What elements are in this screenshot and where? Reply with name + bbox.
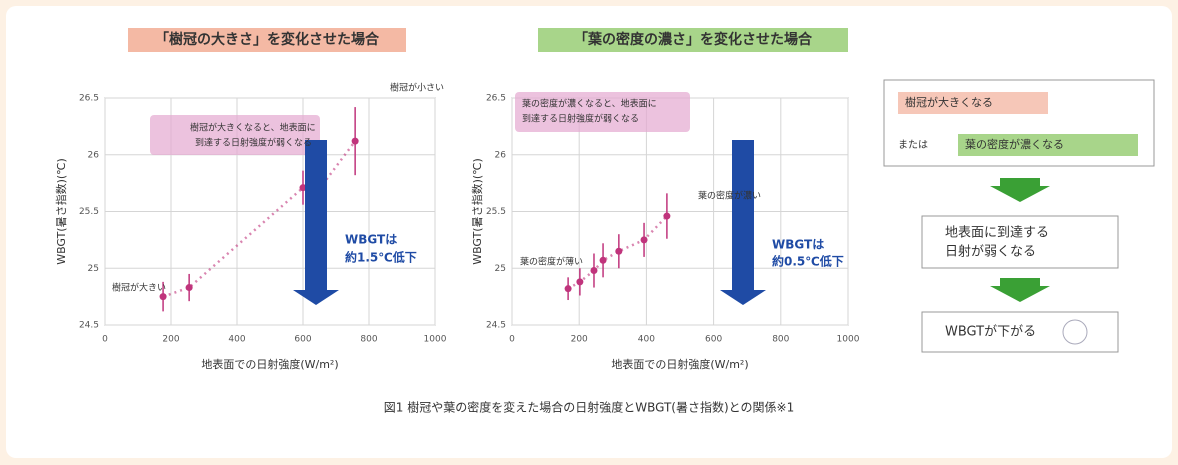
point — [663, 212, 671, 220]
flow-text: または — [898, 139, 928, 151]
chart-title: 「樹冠の大きさ」を変化させた場合 — [155, 31, 380, 48]
y-tick-label: 26 — [495, 150, 507, 160]
point — [640, 236, 648, 244]
point — [599, 256, 607, 264]
wbgt-arrow — [305, 140, 327, 290]
x-tick-label: 400 — [638, 335, 655, 345]
y-axis-label: WBGT(暑さ指数)(℃) — [470, 158, 484, 265]
annotation: 樹冠が大きくなると、地表面に — [190, 122, 316, 134]
flow-text: 樹冠が大きくなる — [905, 95, 993, 109]
callout — [150, 115, 320, 155]
point — [299, 184, 307, 192]
flow-text: 地表面に到達する — [945, 226, 1049, 241]
wbgt-arrow — [732, 140, 754, 290]
x-tick-label: 200 — [571, 335, 588, 345]
highlight — [898, 92, 1048, 114]
y-tick-label: 25.5 — [79, 207, 99, 217]
flow-text: 日射が弱くなる — [945, 244, 1036, 260]
annotation: 葉の密度が薄い — [520, 256, 583, 268]
annotation: 葉の密度が濃い — [698, 190, 761, 202]
callout — [515, 92, 690, 132]
point — [159, 293, 167, 301]
highlight — [958, 134, 1138, 156]
flow-text: WBGTが下がる — [945, 325, 1036, 340]
y-axis-label: WBGT(暑さ指数)(℃) — [54, 158, 68, 265]
annotation: 到達する日射強度が弱くなる — [522, 113, 639, 125]
point — [185, 284, 193, 292]
x-tick-label: 0 — [102, 335, 108, 345]
x-tick-label: 600 — [705, 335, 722, 345]
x-tick-label: 1000 — [424, 335, 447, 345]
y-tick-label: 24.5 — [486, 321, 506, 331]
x-tick-label: 800 — [772, 335, 789, 345]
y-tick-label: 24.5 — [79, 321, 99, 331]
y-tick-label: 25 — [88, 264, 99, 274]
wbgt-arrow-head — [293, 290, 339, 305]
annotation: WBGTは — [345, 233, 397, 247]
y-tick-label: 26.5 — [79, 94, 99, 104]
annotation: 樹冠が小さい — [390, 82, 444, 94]
x-axis-label: 地表面での日射強度(W/m²) — [201, 357, 338, 371]
annotation: 到達する日射強度が弱くなる — [195, 137, 312, 149]
arrow — [990, 178, 1050, 202]
y-tick-label: 26.5 — [486, 94, 506, 104]
title-box — [538, 28, 848, 52]
annotation: 葉の密度が濃くなると、地表面に — [522, 98, 657, 110]
point — [576, 278, 584, 286]
arrow — [990, 278, 1050, 302]
y-tick-label: 25 — [495, 264, 506, 274]
point — [564, 285, 572, 293]
x-axis-label: 地表面での日射強度(W/m²) — [611, 357, 748, 371]
title-box — [128, 28, 406, 52]
point — [351, 137, 359, 145]
flow-box — [921, 215, 1119, 269]
x-tick-label: 0 — [509, 335, 515, 345]
annotation: WBGTは — [772, 238, 824, 252]
point — [615, 247, 623, 255]
flow-text: 葉の密度が濃くなる — [965, 137, 1064, 151]
wbgt-arrow-head — [720, 290, 766, 305]
x-tick-label: 600 — [294, 335, 311, 345]
icon — [1062, 319, 1088, 345]
x-tick-label: 400 — [228, 335, 245, 345]
x-tick-label: 1000 — [837, 335, 860, 345]
point — [590, 267, 598, 275]
chart-title: 「葉の密度の濃さ」を変化させた場合 — [574, 31, 813, 48]
annotation: 約1.5℃低下 — [345, 250, 417, 265]
y-tick-label: 25.5 — [486, 207, 506, 217]
annotation: 約0.5℃低下 — [772, 254, 844, 269]
caption: 図1 樹冠や葉の密度を変えた場合の日射強度とWBGT(暑さ指数)との関係※1 — [384, 400, 794, 415]
x-tick-label: 200 — [162, 335, 179, 345]
annotation: 樹冠が大きい — [112, 282, 166, 294]
y-tick-label: 26 — [88, 150, 100, 160]
x-tick-label: 800 — [360, 335, 377, 345]
